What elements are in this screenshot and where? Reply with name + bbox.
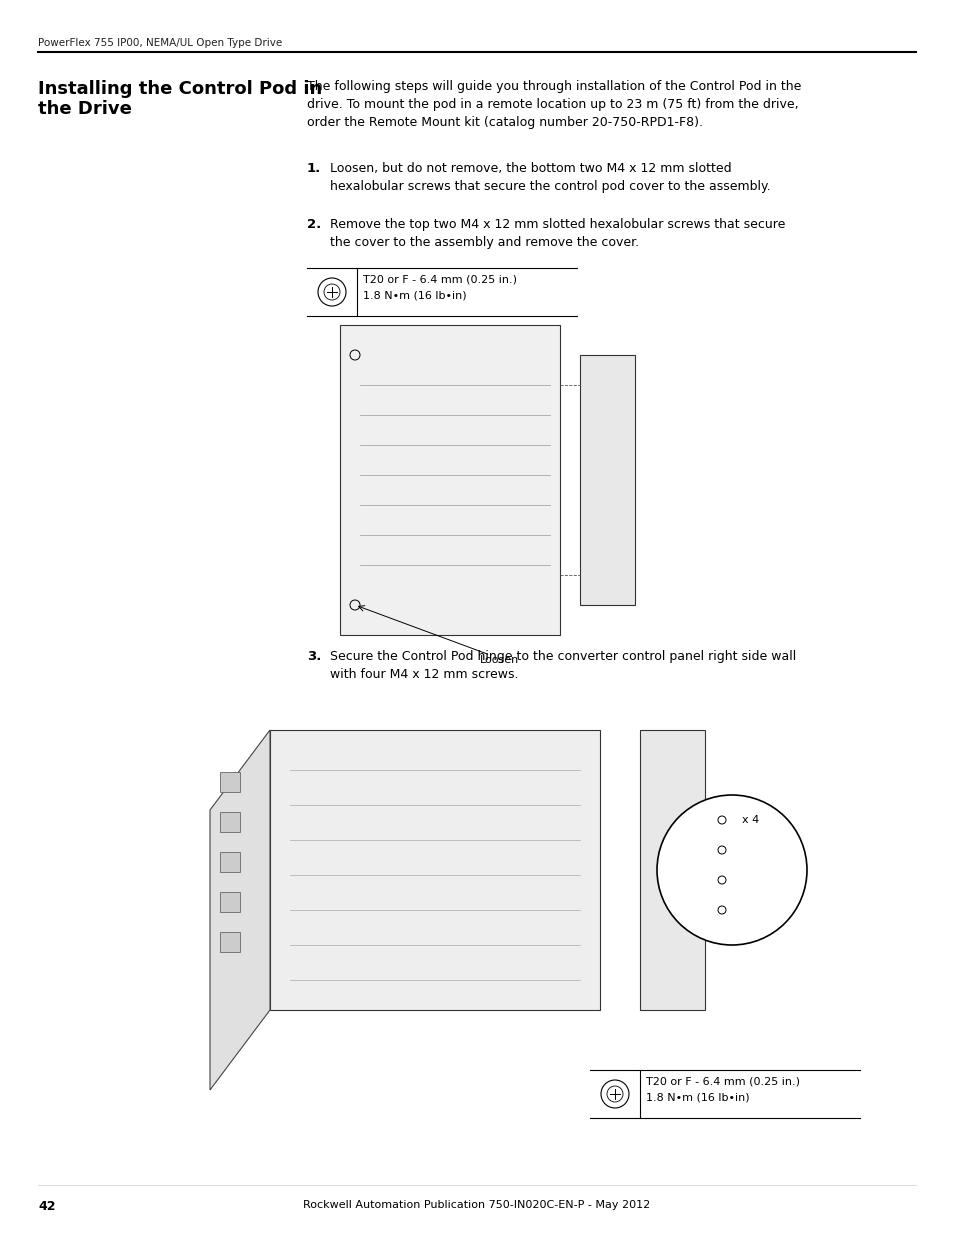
Text: 1.8 N•m (16 lb•in): 1.8 N•m (16 lb•in) (363, 290, 466, 300)
FancyBboxPatch shape (220, 892, 240, 911)
FancyBboxPatch shape (579, 354, 635, 605)
Text: Loosen, but do not remove, the bottom two M4 x 12 mm slotted
hexalobular screws : Loosen, but do not remove, the bottom tw… (330, 162, 770, 193)
Text: 2.: 2. (307, 219, 321, 231)
Text: Installing the Control Pod in: Installing the Control Pod in (38, 80, 322, 98)
FancyBboxPatch shape (220, 811, 240, 832)
Circle shape (657, 795, 806, 945)
Text: 1.: 1. (307, 162, 321, 175)
Text: x 4: x 4 (741, 815, 759, 825)
Text: PowerFlex 755 IP00, NEMA/UL Open Type Drive: PowerFlex 755 IP00, NEMA/UL Open Type Dr… (38, 38, 282, 48)
Text: Secure the Control Pod hinge to the converter control panel right side wall
with: Secure the Control Pod hinge to the conv… (330, 650, 796, 680)
FancyBboxPatch shape (220, 772, 240, 792)
Text: T20 or F - 6.4 mm (0.25 in.): T20 or F - 6.4 mm (0.25 in.) (645, 1076, 800, 1086)
Text: Remove the top two M4 x 12 mm slotted hexalobular screws that secure
the cover t: Remove the top two M4 x 12 mm slotted he… (330, 219, 784, 249)
FancyBboxPatch shape (270, 730, 599, 1010)
Polygon shape (210, 730, 270, 1091)
Text: 42: 42 (38, 1200, 55, 1213)
Text: Loosen: Loosen (479, 655, 518, 664)
Text: 3.: 3. (307, 650, 321, 663)
FancyBboxPatch shape (339, 325, 559, 635)
FancyBboxPatch shape (639, 730, 704, 1010)
Text: Rockwell Automation Publication 750-IN020C-EN-P - May 2012: Rockwell Automation Publication 750-IN02… (303, 1200, 650, 1210)
Text: The following steps will guide you through installation of the Control Pod in th: The following steps will guide you throu… (307, 80, 801, 128)
FancyBboxPatch shape (220, 932, 240, 952)
Text: T20 or F - 6.4 mm (0.25 in.): T20 or F - 6.4 mm (0.25 in.) (363, 274, 517, 284)
FancyBboxPatch shape (220, 852, 240, 872)
Text: the Drive: the Drive (38, 100, 132, 119)
Text: 1.8 N•m (16 lb•in): 1.8 N•m (16 lb•in) (645, 1092, 749, 1102)
